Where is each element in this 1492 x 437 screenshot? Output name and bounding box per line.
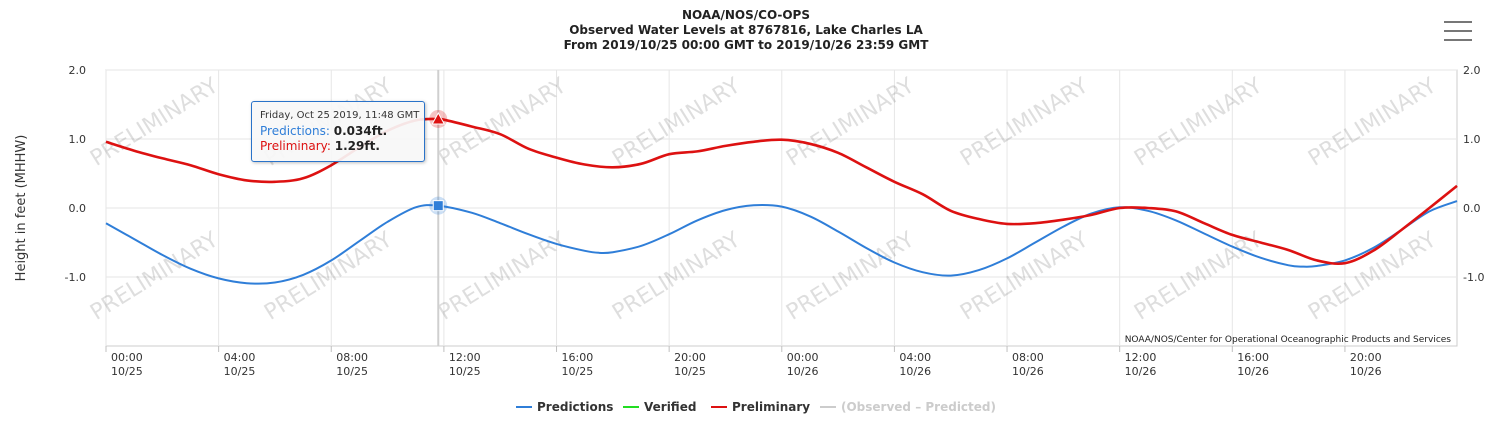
legend-swatch-verified: [623, 406, 639, 408]
chart-legend: Predictions Verified Preliminary (Observ…: [0, 399, 1492, 417]
y-axis-title: Height in feet (MHHW): [14, 135, 29, 282]
predictions-hover-marker: [432, 200, 444, 212]
hover-tooltip: Friday, Oct 25 2019, 11:48 GMT Predictio…: [251, 101, 425, 162]
y-tick-label-left: -1.0: [65, 271, 86, 284]
marker-layer: [429, 70, 448, 346]
legend-label-verified: Verified: [644, 400, 697, 414]
tooltip-date: Friday, Oct 25 2019, 11:48 GMT: [260, 110, 420, 121]
x-tick-label-date: 10/25: [224, 365, 256, 378]
series-line-preliminary: [105, 117, 1458, 266]
y-tick-label-right: 2.0: [1463, 64, 1481, 77]
y-tick-label-left: 1.0: [69, 133, 87, 146]
x-tick-label-time: 16:00: [562, 351, 594, 364]
watermark-text: PRELIMINARY: [1130, 73, 1267, 172]
watermark-text: PRELIMINARY: [956, 227, 1093, 326]
watermark-text: PRELIMINARY: [608, 227, 745, 326]
x-tick-label-date: 10/25: [562, 365, 594, 378]
watermark-text: PRELIMINARY: [86, 227, 223, 326]
x-tick-label-date: 10/25: [336, 365, 368, 378]
x-tick-label-time: 16:00: [1237, 351, 1269, 364]
x-tick-label-time: 12:00: [449, 351, 481, 364]
tooltip-preliminary-label: Preliminary:: [260, 139, 331, 153]
y-tick-label-left: 2.0: [69, 64, 87, 77]
x-tick-label-date: 10/25: [111, 365, 143, 378]
chart-title-date-range: From 2019/10/25 00:00 GMT to 2019/10/26 …: [563, 38, 929, 52]
legend-label-predictions: Predictions: [537, 400, 614, 414]
hamburger-menu-icon[interactable]: [1444, 18, 1472, 44]
x-tick-label-time: 08:00: [1012, 351, 1044, 364]
axis-layer: 00:0010/2504:0010/2508:0010/2512:0010/25…: [65, 64, 1485, 378]
chart-title-station: Observed Water Levels at 8767816, Lake C…: [569, 23, 923, 37]
watermark-text: PRELIMINARY: [956, 73, 1093, 172]
watermark-text: PRELIMINARY: [782, 73, 919, 172]
chart-title-agency: NOAA/NOS/CO-OPS: [682, 8, 810, 22]
x-tick-label-time: 04:00: [224, 351, 256, 364]
x-tick-label-time: 04:00: [899, 351, 931, 364]
chart-credit: NOAA/NOS/Center for Operational Oceanogr…: [1125, 335, 1452, 345]
watermark-text: PRELIMINARY: [1304, 227, 1441, 326]
series-line-predictions: [105, 200, 1458, 285]
legend-label-preliminary: Preliminary: [732, 400, 811, 414]
x-tick-label-date: 10/26: [1350, 365, 1382, 378]
x-tick-label-time: 20:00: [1350, 351, 1382, 364]
grid-layer: [105, 69, 1458, 347]
watermark-text: PRELIMINARY: [260, 227, 397, 326]
tooltip-predictions-value: 0.034ft.: [333, 124, 388, 138]
y-tick-label-right: 1.0: [1463, 133, 1481, 146]
y-tick-label-left: 0.0: [69, 202, 87, 215]
x-tick-label-date: 10/26: [1012, 365, 1044, 378]
y-tick-label-right: 0.0: [1463, 202, 1481, 215]
x-tick-label-date: 10/26: [787, 365, 819, 378]
y-tick-label-right: -1.0: [1463, 271, 1484, 284]
x-tick-label-time: 20:00: [674, 351, 706, 364]
x-tick-label-time: 12:00: [1125, 351, 1157, 364]
x-tick-label-time: 00:00: [111, 351, 143, 364]
x-tick-label-date: 10/25: [674, 365, 706, 378]
legend-swatch-observed-minus-predicted: [820, 406, 836, 408]
x-tick-label-date: 10/26: [899, 365, 931, 378]
tooltip-predictions-label: Predictions:: [260, 124, 330, 138]
x-tick-label-time: 00:00: [787, 351, 819, 364]
x-tick-label-date: 10/25: [449, 365, 481, 378]
x-tick-label-date: 10/26: [1237, 365, 1269, 378]
x-tick-label-date: 10/26: [1125, 365, 1157, 378]
legend-swatch-predictions: [516, 406, 532, 408]
watermark-text: PRELIMINARY: [1130, 227, 1267, 326]
tooltip-preliminary-value: 1.29ft.: [334, 139, 380, 153]
preliminary-hover-marker: [431, 111, 446, 125]
series-layer: [105, 117, 1458, 285]
x-tick-label-time: 08:00: [336, 351, 368, 364]
watermark-text: PRELIMINARY: [782, 227, 919, 326]
legend-label-observed-minus-predicted: (Observed – Predicted): [841, 400, 996, 414]
watermark-text: PRELIMINARY: [608, 73, 745, 172]
watermark-text: PRELIMINARY: [1304, 73, 1441, 172]
legend-swatch-preliminary: [711, 406, 727, 408]
